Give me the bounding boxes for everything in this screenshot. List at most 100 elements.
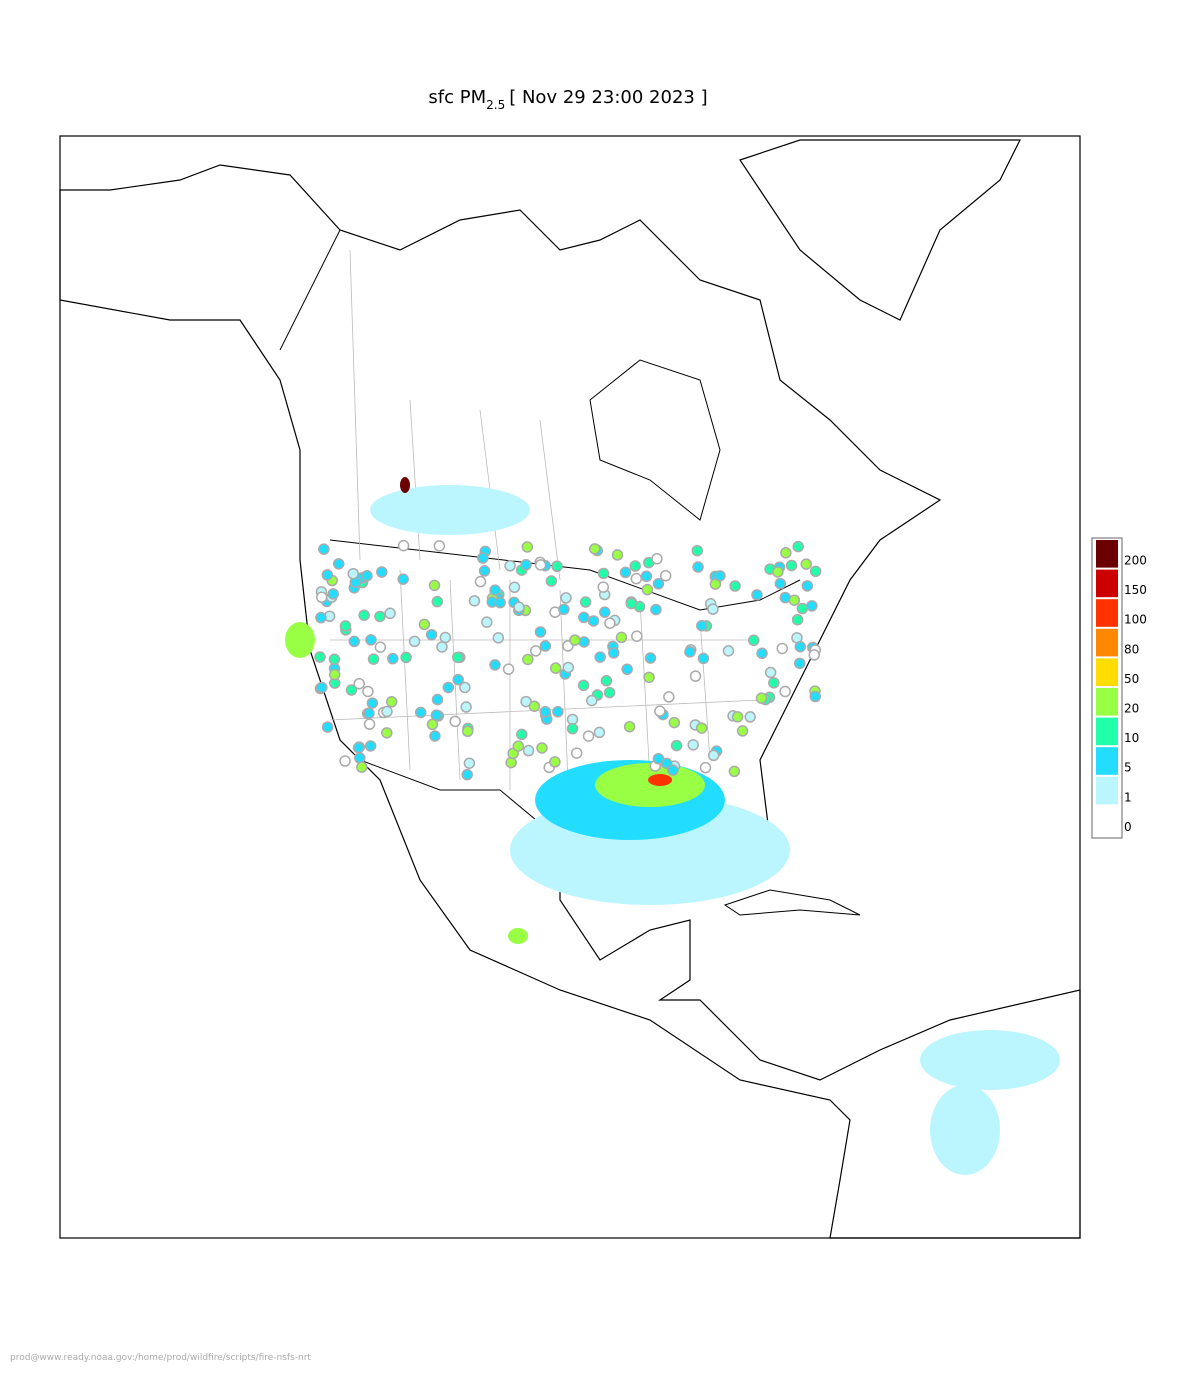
monitor-dot (366, 697, 379, 709)
monitor-dot (459, 681, 471, 694)
monitor-dot (785, 559, 798, 572)
monitor-dot (348, 635, 361, 648)
legend-label: 150 (1124, 583, 1147, 597)
monitor-dot (744, 711, 756, 723)
monitor-dot (381, 705, 393, 718)
monitor-dot (425, 628, 438, 641)
monitor-dot (552, 706, 564, 718)
monitor-dot (689, 670, 702, 682)
monitor-dot (352, 741, 365, 754)
monitor-dot (327, 588, 339, 600)
legend-label: 200 (1124, 554, 1147, 568)
monitor-dot (468, 595, 481, 607)
monitor-dot (641, 583, 654, 596)
monitor-dot (780, 547, 792, 559)
monitor-dot (654, 705, 666, 717)
monitor-dot (315, 591, 328, 604)
monitor-dot (791, 613, 804, 626)
monitor-dot (418, 618, 431, 631)
monitor-dot (578, 611, 590, 624)
monitor-dot (433, 540, 446, 552)
monitor-dot (729, 580, 741, 592)
monitor-dot (736, 725, 749, 737)
monitor-dot (436, 641, 448, 653)
monitor-dot (364, 740, 377, 752)
plume (370, 485, 530, 535)
monitor-dot (809, 690, 821, 703)
monitor-dot (772, 566, 784, 578)
monitor-dot (560, 592, 572, 604)
monitor-dot (534, 626, 547, 638)
monitor-dot (631, 630, 643, 642)
monitor-dot (414, 706, 427, 719)
monitor-dot (502, 663, 515, 675)
legend-label: 50 (1124, 672, 1139, 686)
monitor-dot (477, 552, 489, 564)
monitor-dot (362, 685, 374, 698)
monitor-dot (367, 653, 380, 665)
north-america (59, 164, 1081, 1239)
monitor-dot (692, 561, 704, 573)
monitor-dot (594, 651, 606, 663)
legend-swatch (1096, 628, 1118, 657)
monitor-dot (558, 603, 570, 616)
monitor-dot (316, 681, 328, 694)
monitor-dot (597, 567, 610, 580)
monitor-dot (623, 720, 636, 733)
monitor-dot (520, 559, 532, 571)
monitor-dot (619, 566, 632, 579)
monitor-dot (489, 659, 501, 671)
monitor-dot (600, 675, 613, 687)
monitor-dot (643, 671, 655, 684)
monitor-dot (516, 728, 528, 741)
monitor-dot (652, 753, 665, 765)
monitor-dot (397, 539, 410, 552)
legend-label: 10 (1124, 731, 1139, 745)
monitor-dot (659, 569, 672, 582)
monitor-dot (361, 570, 373, 582)
monitor-dot (363, 707, 375, 720)
monitor-dot (696, 619, 708, 632)
monitor-dot (801, 580, 814, 592)
monitor-dot (381, 727, 393, 739)
legend-label: 1 (1124, 790, 1132, 804)
monitor-dot (408, 635, 421, 648)
monitor-dot (663, 691, 675, 703)
monitor-dot (481, 616, 493, 628)
monitor-dot (430, 709, 443, 721)
monitor-dot (691, 544, 704, 557)
monitor-dot (707, 603, 719, 615)
monitor-dot (604, 617, 616, 629)
monitor-dot (667, 764, 679, 776)
legend-label: 80 (1124, 642, 1139, 656)
monitor-dot (442, 681, 455, 694)
monitor-dot (328, 653, 341, 666)
monitor-dot (697, 652, 710, 665)
legend-swatch (1096, 688, 1118, 716)
plume (648, 774, 672, 786)
monitor-dot (363, 718, 376, 730)
monitor-dot (731, 711, 744, 723)
monitor-dot (578, 636, 590, 648)
monitor-dot (549, 756, 561, 768)
monitor-dot (755, 692, 768, 704)
monitor-dot (449, 715, 461, 728)
monitor-dot (528, 700, 541, 712)
monitor-dot (314, 651, 326, 663)
monitor-dot (722, 645, 735, 657)
monitor-dot (611, 549, 624, 561)
monitor-dot (714, 570, 726, 582)
monitor-dot (776, 642, 789, 655)
us-canada-border (329, 539, 801, 611)
monitor-dot (699, 761, 712, 774)
monitor-dot (640, 570, 653, 583)
monitor-dot (521, 541, 534, 553)
monitor-dot (788, 594, 801, 606)
monitor-dot (321, 569, 334, 581)
legend-label: 100 (1124, 613, 1147, 627)
map-title: sfc PM2.5 [ Nov 29 23:00 2023 ] (428, 87, 707, 112)
monitor-dot (345, 684, 358, 696)
greenland (739, 139, 1021, 321)
